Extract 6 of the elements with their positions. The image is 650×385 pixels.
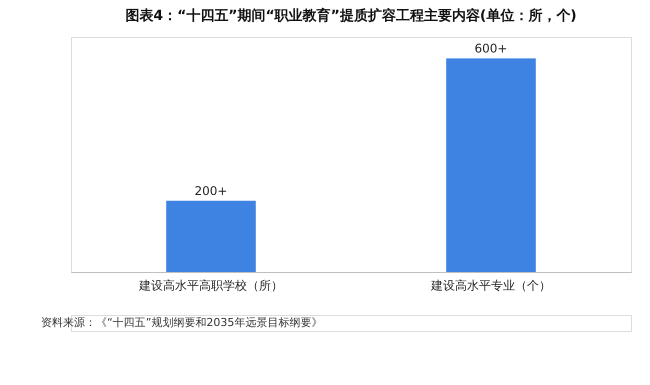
chart-title: 图表4：“十四五”期间“职业教育”提质扩容工程主要内容(单位：所，个) <box>125 7 577 24</box>
data-label: 200+ <box>194 184 228 198</box>
x-tick-label: 建设高水平高职学校（所） <box>138 278 283 292</box>
text: 资料来源：《“十四五”规划纲要和2035年远景目标纲要》 <box>41 316 322 329</box>
x-tick-label: 建设高水平专业（个） <box>430 278 551 292</box>
data-label: 600+ <box>474 41 508 56</box>
